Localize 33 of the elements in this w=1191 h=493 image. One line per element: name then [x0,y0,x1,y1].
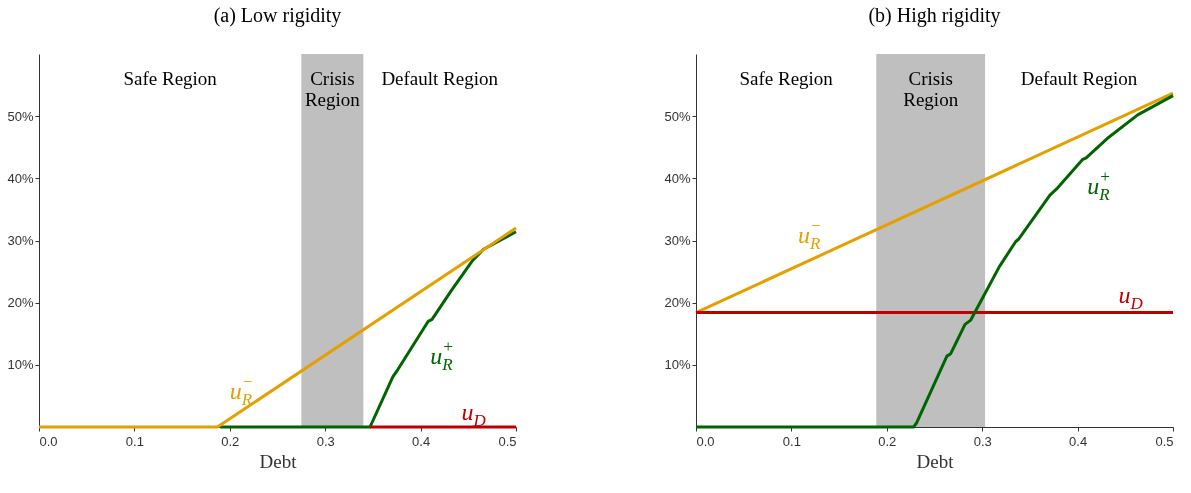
x-tick-label: 0.4 [412,433,431,449]
x-tick-label: 0.0 [39,433,58,449]
y-tick-label: 50% [7,108,34,124]
band-label: Crisis Region [903,68,959,110]
x-tick-label: 0.5 [1155,433,1174,449]
x-tick-label: 0.1 [782,433,801,449]
line-series [218,230,518,429]
annotation: Default Region [381,68,499,89]
band-label: Crisis Region [304,68,361,110]
x-tick-label: 0.3 [973,433,992,449]
x-axis-title: Debt [259,450,298,472]
y-tick-label: 20% [7,295,34,311]
x-tick-label: 0.5 [498,433,517,449]
x-axis-title: Debt [916,450,955,472]
annotation: Default Region [1020,68,1138,89]
chart-title: (b) High rigidity [868,4,1001,27]
y-tick-label: 40% [7,170,34,186]
y-tick-label: 40% [664,170,691,186]
x-tick-label: 0.1 [125,433,144,449]
y-tick-label: 50% [664,108,691,124]
y-tick-label: 30% [664,233,691,248]
y-tick-label: 30% [7,233,34,248]
x-tick-label: 0.0 [696,433,715,449]
y-tick-label: 20% [664,295,691,311]
x-tick-label: 0.2 [878,433,897,449]
annotation: Safe Region [739,68,834,89]
x-tick-label: 0.3 [316,433,335,449]
x-tick-label: 0.4 [1069,433,1088,449]
chart-title: (a) Low rigidity [213,4,342,27]
x-tick-label: 0.2 [221,433,240,449]
y-tick-label: 10% [664,357,691,373]
y-tick-label: 10% [7,357,34,373]
annotation: Safe Region [123,68,218,89]
